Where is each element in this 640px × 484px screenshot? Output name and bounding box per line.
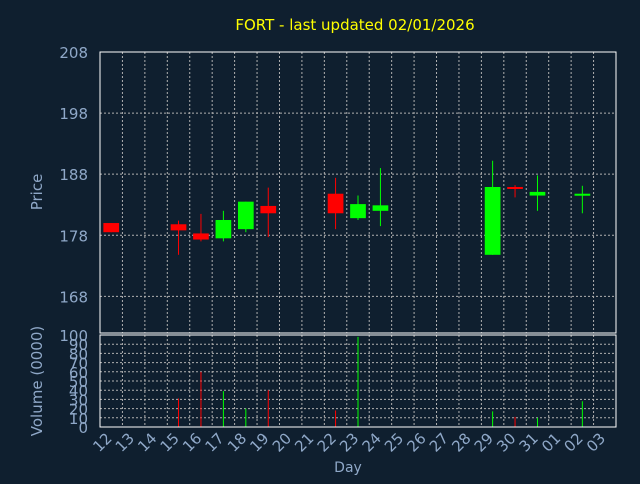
- candle-body: [327, 193, 344, 214]
- candle-body: [350, 204, 366, 219]
- volume-panel: 0102030405060708090100121314151617181920…: [59, 327, 617, 456]
- volume-tick-label: 0: [78, 419, 88, 437]
- volume-tick-label: 60: [69, 364, 88, 382]
- candle: [574, 185, 591, 214]
- candle-body: [170, 224, 187, 231]
- candle: [215, 210, 232, 242]
- volume-tick-label: 100: [59, 327, 88, 345]
- candle: [507, 185, 523, 198]
- volume-frame: [99, 334, 617, 428]
- price-tick-label: 178: [59, 227, 88, 245]
- volume-tick-label: 80: [69, 345, 88, 363]
- candle-body: [103, 223, 120, 233]
- candle-body: [372, 205, 389, 211]
- candle: [170, 220, 187, 255]
- price-frame: [99, 51, 617, 334]
- price-panel: 168 178 188 198 208: [59, 44, 617, 334]
- price-tick-label: 198: [59, 105, 88, 123]
- price-tick-label: 188: [59, 166, 88, 184]
- candle: [372, 168, 389, 227]
- volume-tick-label: 50: [69, 373, 88, 391]
- volume-tick-label: 90: [69, 336, 88, 354]
- candle: [529, 175, 546, 211]
- x-axis-label: Day: [334, 460, 362, 476]
- volume-tick-label: 70: [69, 355, 88, 373]
- volume-tick-label: 40: [69, 382, 88, 400]
- price-axis-label: Price: [28, 174, 46, 211]
- price-tick-label: 208: [59, 44, 88, 62]
- x-tick-label: 03: [583, 429, 609, 455]
- candle: [327, 177, 344, 230]
- candle-body: [574, 193, 591, 196]
- price-tick-label: 168: [59, 288, 88, 306]
- candle: [193, 213, 209, 242]
- volume-axis-label: Volume (0000): [28, 326, 46, 436]
- candle-body: [484, 187, 501, 255]
- candle-body: [529, 191, 546, 196]
- candle-body: [215, 219, 232, 239]
- volume-tick-label: 20: [69, 401, 88, 419]
- candle: [350, 195, 366, 220]
- candle-body: [507, 187, 523, 190]
- candle: [260, 187, 277, 238]
- candle: [103, 223, 120, 233]
- candle-body: [260, 205, 277, 214]
- volume-tick-label: 30: [69, 391, 88, 409]
- candle-body: [193, 233, 209, 240]
- candle: [237, 201, 254, 233]
- volume-tick-label: 10: [69, 410, 88, 428]
- candle-body: [237, 201, 254, 230]
- chart-title: FORT - last updated 02/01/2026: [235, 16, 474, 34]
- candle: [484, 160, 501, 255]
